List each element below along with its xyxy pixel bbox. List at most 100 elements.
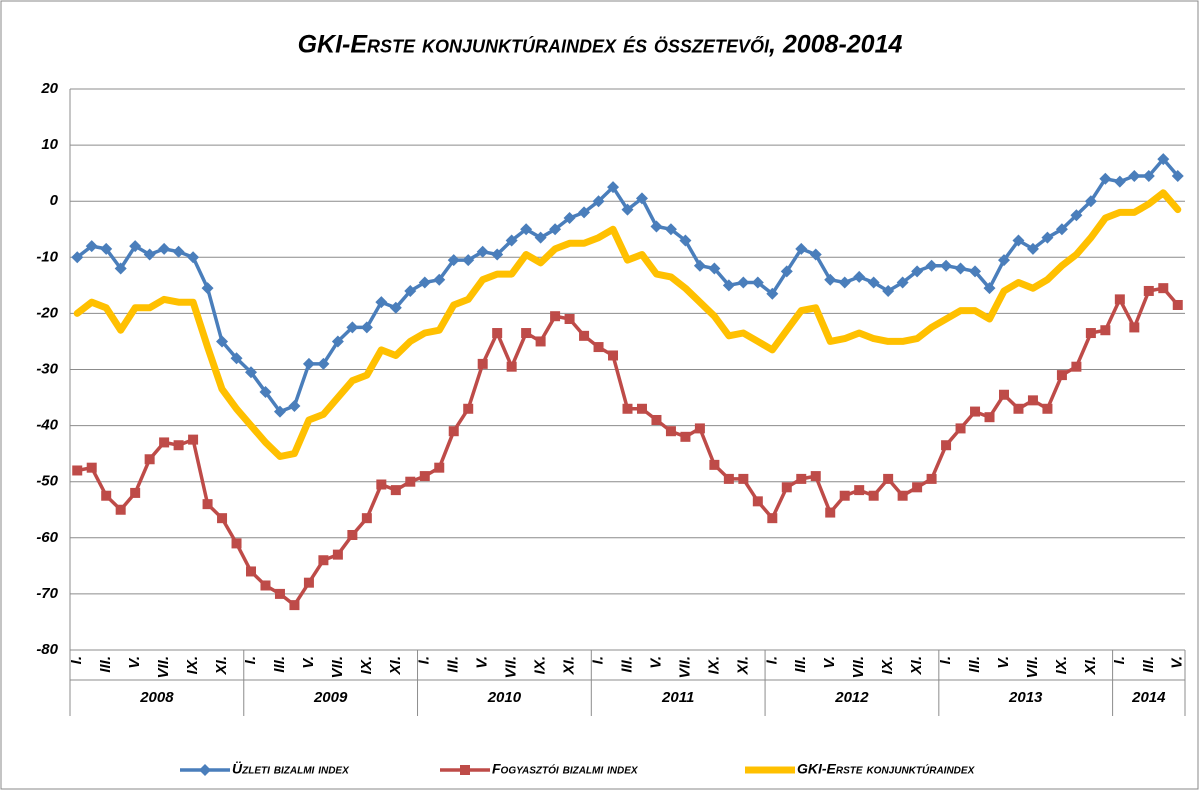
y-tick-label: -70	[36, 585, 58, 602]
x-tick-label: III.	[271, 656, 288, 673]
y-tick-label: -50	[36, 473, 58, 490]
marker	[434, 462, 445, 473]
marker	[199, 764, 211, 776]
x-group-label: 2008	[139, 689, 174, 706]
marker	[766, 287, 779, 300]
marker	[940, 259, 953, 272]
marker	[693, 259, 706, 272]
marker	[129, 240, 142, 253]
marker	[1099, 172, 1112, 185]
y-tick-label: -30	[36, 360, 58, 377]
marker	[1084, 195, 1097, 208]
marker	[954, 262, 967, 275]
y-tick-label: -80	[36, 641, 58, 658]
x-tick-label: IX.	[705, 656, 722, 674]
marker	[288, 399, 301, 412]
marker	[85, 240, 98, 253]
series-line	[73, 189, 1182, 460]
marker	[418, 276, 431, 289]
marker	[635, 192, 648, 205]
marker	[998, 389, 1009, 400]
marker	[984, 412, 995, 423]
marker	[1142, 169, 1155, 182]
marker	[825, 507, 836, 518]
x-tick-label: III.	[966, 656, 983, 673]
marker	[201, 282, 214, 295]
x-tick-label: V.	[995, 656, 1012, 669]
x-tick-label: V.	[126, 656, 143, 669]
marker	[752, 496, 763, 507]
marker	[810, 471, 821, 482]
x-group-label: 2013	[1008, 689, 1043, 706]
marker	[867, 276, 880, 289]
marker	[896, 276, 909, 289]
marker	[1071, 361, 1082, 372]
x-tick-label: VII.	[503, 656, 520, 679]
marker	[578, 206, 591, 219]
marker	[158, 242, 171, 255]
x-tick-label: V.	[1169, 656, 1186, 669]
marker	[997, 254, 1010, 267]
marker	[824, 273, 837, 286]
marker	[781, 482, 792, 493]
marker	[563, 212, 576, 225]
marker	[1114, 294, 1125, 305]
marker	[868, 490, 879, 501]
marker	[448, 426, 459, 437]
marker	[925, 259, 938, 272]
x-tick-label: I.	[763, 656, 780, 664]
marker	[71, 251, 84, 264]
chart-title: GKI-Erste konjunktúraindex és összetevői…	[298, 31, 903, 59]
marker	[419, 471, 430, 482]
marker	[463, 403, 474, 414]
marker	[115, 504, 126, 515]
marker	[159, 437, 170, 448]
marker	[535, 336, 546, 347]
x-tick-label: IX.	[879, 656, 896, 674]
marker	[751, 276, 764, 289]
marker	[375, 296, 388, 309]
marker	[549, 223, 562, 236]
marker	[767, 513, 778, 524]
x-group-label: 2010	[487, 689, 522, 706]
marker	[302, 357, 315, 370]
legend-label: Fogyasztói bizalmi index	[492, 761, 639, 777]
marker	[636, 403, 647, 414]
marker	[1100, 325, 1111, 336]
marker	[144, 454, 155, 465]
marker	[853, 270, 866, 283]
marker	[245, 366, 258, 379]
x-group-label: 2012	[834, 689, 869, 706]
marker	[795, 242, 808, 255]
marker	[317, 357, 330, 370]
marker	[405, 476, 416, 487]
y-tick-label: 0	[50, 192, 59, 209]
x-tick-label: IX.	[1053, 656, 1070, 674]
marker	[723, 473, 734, 484]
y-tick-label: -20	[36, 304, 58, 321]
marker	[621, 203, 634, 216]
x-group-label: 2011	[661, 689, 694, 706]
x-tick-label: III.	[618, 656, 635, 673]
marker	[926, 473, 937, 484]
marker	[664, 223, 677, 236]
marker	[231, 538, 242, 549]
marker	[520, 223, 533, 236]
marker	[100, 242, 113, 255]
marker	[1013, 403, 1024, 414]
marker	[694, 423, 705, 434]
marker	[130, 487, 141, 498]
marker	[246, 566, 257, 577]
marker	[534, 231, 547, 244]
x-tick-label: III.	[97, 656, 114, 673]
marker	[260, 580, 271, 591]
marker	[477, 358, 488, 369]
marker	[564, 314, 575, 325]
marker	[230, 352, 243, 365]
marker	[1143, 285, 1154, 296]
marker	[738, 473, 749, 484]
marker	[1042, 403, 1053, 414]
x-tick-label: XI.	[1082, 656, 1099, 675]
marker	[143, 248, 156, 261]
